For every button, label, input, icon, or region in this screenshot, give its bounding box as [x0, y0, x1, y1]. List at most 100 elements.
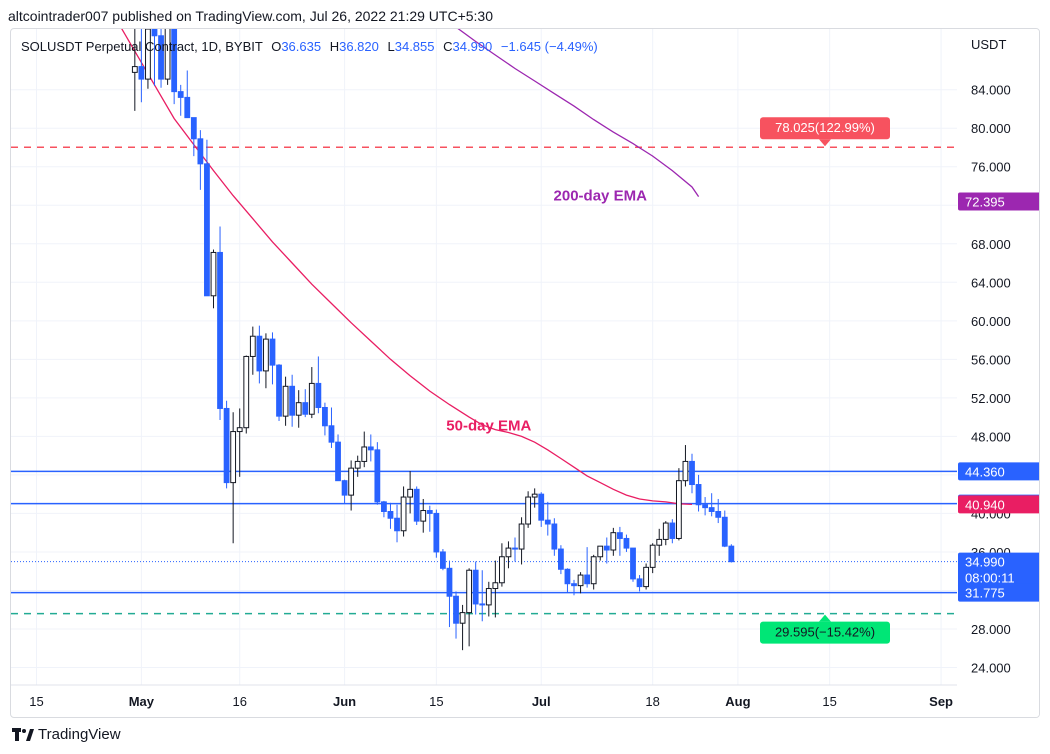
candle — [177, 84, 184, 116]
candle — [715, 498, 722, 524]
candle-body — [197, 138, 204, 165]
candle — [426, 505, 433, 532]
y-tick-label: 24.000 — [971, 661, 1011, 676]
level-badge: 44.360 — [958, 462, 1039, 481]
candle — [413, 486, 420, 525]
candle — [689, 453, 695, 494]
candle-body — [518, 523, 525, 550]
candle — [584, 547, 591, 588]
candle — [518, 517, 525, 565]
candle — [223, 400, 230, 489]
y-tick-label: 28.000 — [971, 622, 1011, 637]
candle — [164, 29, 171, 85]
candle — [361, 431, 368, 468]
candle-body — [361, 446, 368, 462]
candle — [322, 402, 328, 436]
candle — [308, 367, 315, 419]
ema200-badge-bg — [958, 192, 1039, 211]
candle — [367, 434, 374, 462]
candle-body — [348, 467, 355, 496]
target-down-callout-pointer — [819, 614, 831, 622]
last-price-badge-countdown: 08:00:11 — [965, 571, 1015, 586]
candle — [525, 491, 532, 528]
candle-body — [459, 612, 466, 624]
candle — [630, 547, 636, 582]
x-tick-label: 18 — [645, 694, 659, 709]
candle — [446, 560, 453, 628]
y-tick-label: 76.000 — [971, 160, 1011, 175]
candle-body — [662, 522, 669, 540]
ema200-badge-label: 72.395 — [965, 194, 1005, 209]
low-label: L — [387, 39, 395, 54]
time-axis: 15 May 16 Jun 15 Jul 18 Aug 15 Sep — [29, 694, 953, 709]
candle — [328, 407, 335, 448]
published-by-text: altcointrader007 published on TradingVie… — [8, 8, 494, 24]
ema-annotation: 50-day EMA — [446, 418, 531, 435]
candle-body — [446, 567, 453, 597]
price-unit-label: USDT — [971, 37, 1006, 52]
candle-body — [263, 338, 269, 372]
candle-body — [177, 91, 184, 98]
y-tick-label: 64.000 — [971, 275, 1011, 290]
target-down-callout: 29.595(−15.42%) — [760, 614, 890, 644]
candle-body — [708, 507, 715, 512]
candle — [656, 528, 663, 556]
candle-body — [512, 547, 518, 550]
candle-body — [485, 588, 492, 606]
target-up-callout-label: 78.025(122.99%) — [775, 120, 875, 135]
low-value: 34.855 — [394, 39, 435, 54]
candle — [669, 519, 676, 544]
ema200-badge: 72.395 — [958, 192, 1039, 211]
open-label: O — [271, 39, 282, 54]
candle — [453, 591, 459, 639]
last-price-badge-label: 34.990 — [965, 555, 1005, 570]
candle-body — [564, 568, 571, 585]
target-up-callout-pointer — [819, 139, 831, 147]
ema50-badge-label: 40.940 — [965, 497, 1005, 512]
annotations: 200-day EMA 50-day EMA — [446, 187, 647, 434]
candle-body — [721, 516, 728, 547]
level-badge-bg — [958, 462, 1039, 481]
x-tick-label: Jul — [532, 694, 551, 709]
candle-body — [492, 582, 499, 590]
candle — [263, 333, 269, 389]
candle — [433, 509, 440, 558]
y-tick-label: 60.000 — [971, 314, 1011, 329]
candle-body — [544, 519, 551, 525]
candle-body — [210, 251, 217, 297]
candle — [138, 29, 145, 103]
price-badges: 72.39544.36041.01540.94034.99008:00:1131… — [760, 117, 1039, 644]
candle-body — [499, 556, 505, 584]
level-badge-label: 31.775 — [965, 586, 1005, 601]
candle-body — [256, 335, 263, 372]
candle-body — [204, 163, 210, 297]
x-tick-label: 15 — [29, 694, 43, 709]
candle — [603, 537, 610, 564]
candle-body — [354, 460, 361, 469]
candles — [131, 29, 735, 651]
candle-body — [158, 35, 164, 80]
candle-body — [184, 96, 191, 119]
candle-body — [289, 385, 296, 416]
candle — [610, 527, 617, 556]
footer[interactable]: TradingView — [12, 726, 121, 743]
candle — [682, 445, 689, 487]
chart-legend: SOLUSDT Perpetual Contract, 1D, BYBIT O3… — [21, 39, 598, 54]
candle-body — [538, 493, 545, 521]
candle — [702, 497, 709, 516]
candle-body — [695, 484, 702, 506]
candle — [505, 541, 512, 569]
candle — [171, 29, 178, 105]
candle — [459, 604, 466, 651]
candle-body — [590, 556, 597, 585]
candle — [479, 570, 486, 622]
last-price-badge-bg — [958, 552, 1039, 587]
candle — [695, 474, 702, 512]
target-up-callout-bg — [760, 117, 890, 140]
candle-body — [584, 574, 591, 585]
candle-body — [649, 544, 656, 568]
candle — [151, 29, 158, 86]
